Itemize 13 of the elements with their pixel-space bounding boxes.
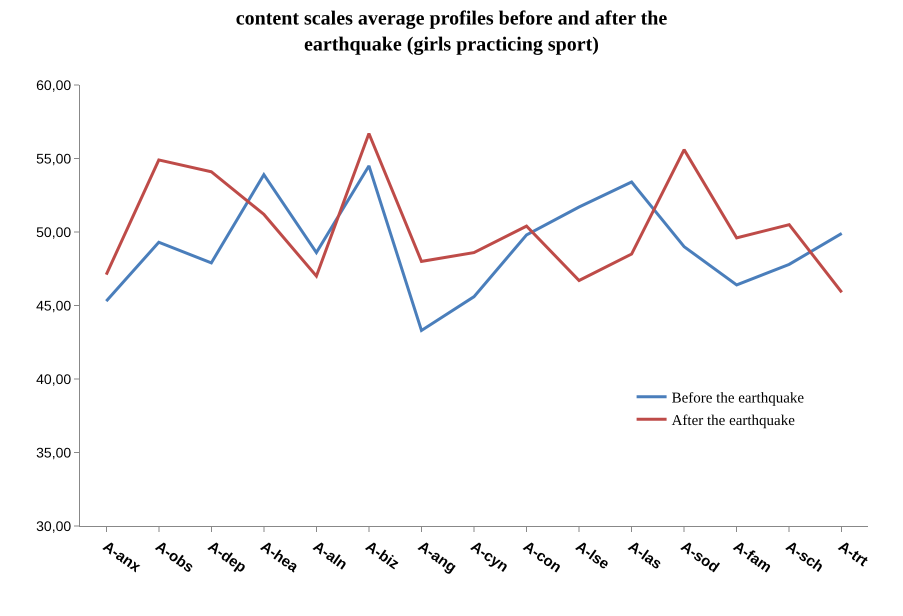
y-tick-label: 55,00 xyxy=(36,150,72,166)
y-tick-label: 45,00 xyxy=(36,297,72,314)
y-tick-label: 60,00 xyxy=(36,76,72,93)
y-tick-label: 35,00 xyxy=(36,444,72,460)
chart-title: content scales average profiles before and after the earthquake (girls practicing sport) xyxy=(236,8,668,56)
x-tick-label: A-trt xyxy=(835,538,871,570)
line-series xyxy=(104,132,844,294)
line-series xyxy=(104,164,844,332)
legend-label: After the earthquake xyxy=(672,413,796,430)
legend-label: Before the earthquake xyxy=(672,390,804,407)
y-tick-label: 50,00 xyxy=(36,224,72,240)
y-tick-label: 40,00 xyxy=(36,370,72,387)
y-tick-label: 30,00 xyxy=(36,518,72,534)
